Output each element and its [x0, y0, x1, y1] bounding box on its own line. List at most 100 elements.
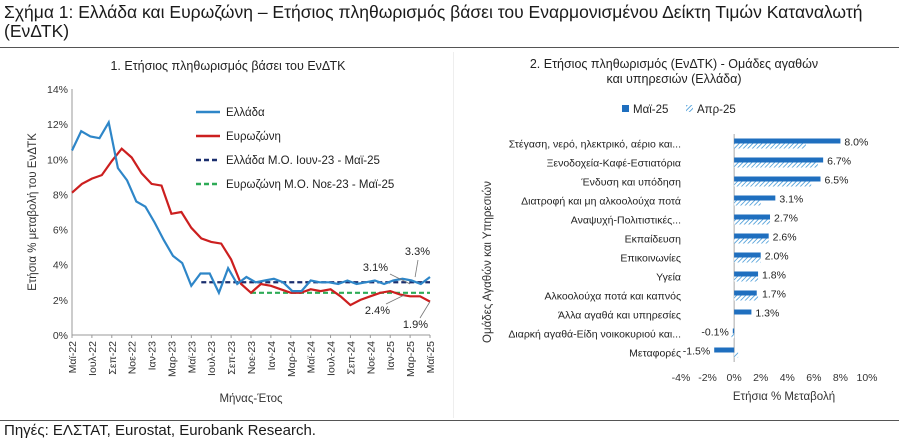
bar-chart-title-line-1: 2. Ετήσιος πληθωρισμός (ΕνΔΤΚ) - Ομάδες … — [530, 57, 818, 71]
top-rule — [0, 47, 899, 48]
bar-may — [734, 233, 769, 239]
category-label: Αναψυχή-Πολιτιστικές... — [571, 215, 681, 227]
y-tick-label: 6% — [53, 225, 68, 237]
x-tick-label: 4% — [780, 372, 795, 384]
x-tick-label: 6% — [806, 372, 821, 384]
x-tick-label: Νοε-22 — [127, 341, 139, 374]
figure-source: Πηγές: ΕΛΣΤΑΤ, Eurostat, Eurobank Resear… — [4, 422, 316, 439]
x-tick-label: 8% — [833, 372, 848, 384]
x-tick-label: Μαϊ-24 — [306, 341, 318, 373]
bar-value-label: 1.3% — [755, 308, 779, 320]
greece-series-line — [71, 119, 431, 296]
x-tick-label: Νοε-24 — [365, 341, 377, 374]
bar-value-label: 2.0% — [765, 251, 789, 263]
x-tick-label: Σεπ-22 — [107, 341, 119, 375]
legend-label-may: Μαϊ-25 — [633, 104, 668, 116]
bar-apr — [734, 219, 771, 225]
bar-may — [734, 271, 759, 277]
bar-apr — [734, 143, 806, 149]
legend-swatch-may — [622, 105, 629, 112]
y-tick-label: 10% — [47, 154, 68, 166]
bar-may — [714, 347, 735, 353]
legend-label: Ελλάδα Μ.Ο. Ιουν-23 - Μαϊ-25 — [226, 155, 380, 167]
figure-title: Σχήμα 1: Ελλάδα και Ευρωζώνη – Ετήσιος π… — [4, 2, 863, 41]
y-tick-label: 2% — [53, 295, 68, 307]
legend-label: Ευρωζώνη Μ.Ο. Νοε-23 - Μαϊ-25 — [226, 179, 394, 191]
x-tick-label: Σεπ-24 — [345, 341, 357, 375]
bar-chart-title-line-2: και υπηρεσιών (Ελλάδα) — [606, 72, 741, 86]
bar-may — [734, 176, 821, 182]
annotation-leader — [419, 301, 431, 319]
x-tick-label: -4% — [672, 372, 691, 384]
x-tick-label: Μαϊ-25 — [425, 341, 437, 373]
bar-value-label: 6.5% — [825, 175, 849, 187]
panel-divider — [453, 52, 454, 418]
x-tick-label: Ιαν-24 — [266, 341, 278, 371]
bar-apr — [734, 238, 769, 244]
category-label: Εκπαίδευση — [625, 234, 682, 246]
x-axis-label: Μήνας-Έτος — [219, 393, 283, 405]
bar-may — [734, 252, 761, 258]
x-tick-label: Σεπ-23 — [226, 341, 238, 375]
line-chart: 1. Ετήσιος πληθωρισμός βάσει του ΕνΔΤΚ 0%… — [27, 59, 437, 405]
y-tick-label: 0% — [53, 330, 68, 342]
bar-value-label: 2.7% — [774, 213, 798, 225]
bar-apr — [734, 162, 818, 168]
category-label: Ξενοδοχεία-Καφέ-Εστιατόρια — [547, 158, 681, 170]
legend-label: Ευρωζώνη — [226, 131, 281, 143]
bar-may — [734, 157, 824, 163]
x-tick-label: 10% — [856, 372, 877, 384]
legend-swatch-apr — [686, 105, 693, 112]
bottom-rule — [0, 420, 899, 421]
x-tick-label: Μαρ-24 — [286, 341, 298, 377]
category-label: Αλκοολούχα ποτά και καπνός — [544, 291, 681, 303]
y-tick-label: 12% — [47, 119, 68, 131]
y-tick-label: 8% — [53, 189, 68, 201]
category-label: Διατροφή και μη αλκοολούχα ποτά — [521, 196, 681, 208]
bar-value-label: 1.7% — [762, 289, 786, 301]
bar-chart: 2. Ετήσιος πληθωρισμός (ΕνΔΤΚ) - Ομάδες … — [482, 57, 878, 403]
bar-apr — [734, 352, 739, 358]
x-tick-label: Ιουλ-22 — [87, 341, 99, 376]
y-axis-label: Ετήσια % μεταβολή του ΕνΔΤΚ — [27, 133, 39, 291]
annotation-leader — [389, 273, 411, 285]
data-annotation: 2.4% — [365, 305, 390, 317]
bar-apr — [734, 181, 812, 187]
data-annotation: 3.3% — [405, 246, 430, 258]
y-axis-label: Ομάδες Αγαθών και Υπηρεσιών — [482, 181, 494, 343]
category-label: Υγεία — [656, 272, 681, 284]
bar-may — [732, 328, 735, 334]
bar-apr — [731, 333, 735, 339]
category-label: Διαρκή αγαθά-Είδη νοικοκυριού και... — [508, 329, 681, 341]
line-chart-panel: 1. Ετήσιος πληθωρισμός βάσει του ΕνΔΤΚ 0%… — [18, 52, 448, 420]
x-tick-label: Ιουλ-23 — [206, 341, 218, 376]
category-label: Μεταφορές — [629, 348, 681, 360]
bar-apr — [734, 200, 761, 206]
category-label: Ένδυση και υπόδηση — [580, 177, 681, 189]
x-tick-label: Ιουλ-24 — [326, 341, 338, 376]
x-tick-label: Νοε-23 — [246, 341, 258, 374]
annotation-leader — [385, 294, 406, 305]
data-annotation: 3.1% — [363, 262, 388, 274]
eurozone-series-line — [71, 147, 431, 307]
x-tick-label: Ιαν-25 — [385, 341, 397, 371]
category-label: Άλλα αγαθά και υπηρεσίες — [558, 310, 681, 322]
bar-value-label: -1.5% — [683, 346, 710, 358]
legend-label-apr: Απρ-25 — [697, 104, 736, 116]
x-tick-label: Μαρ-25 — [405, 341, 417, 377]
x-tick-label: Μαρ-23 — [166, 341, 178, 377]
x-tick-label: 0% — [727, 372, 742, 384]
annotation-leader — [414, 259, 419, 278]
bar-value-label: 3.1% — [779, 194, 803, 206]
bar-may — [734, 214, 771, 220]
y-tick-label: 14% — [47, 84, 68, 96]
category-label: Στέγαση, νερό, ηλεκτρικό, αέριο και... — [509, 139, 681, 151]
bar-may — [734, 195, 776, 201]
bar-apr — [734, 276, 759, 282]
bar-apr — [734, 295, 759, 301]
x-tick-label: Μαϊ-22 — [67, 341, 79, 373]
x-tick-label: Μαϊ-23 — [186, 341, 198, 373]
x-tick-label: Ιαν-23 — [147, 341, 159, 371]
bar-value-label: 6.7% — [827, 156, 851, 168]
bar-may — [734, 138, 841, 144]
